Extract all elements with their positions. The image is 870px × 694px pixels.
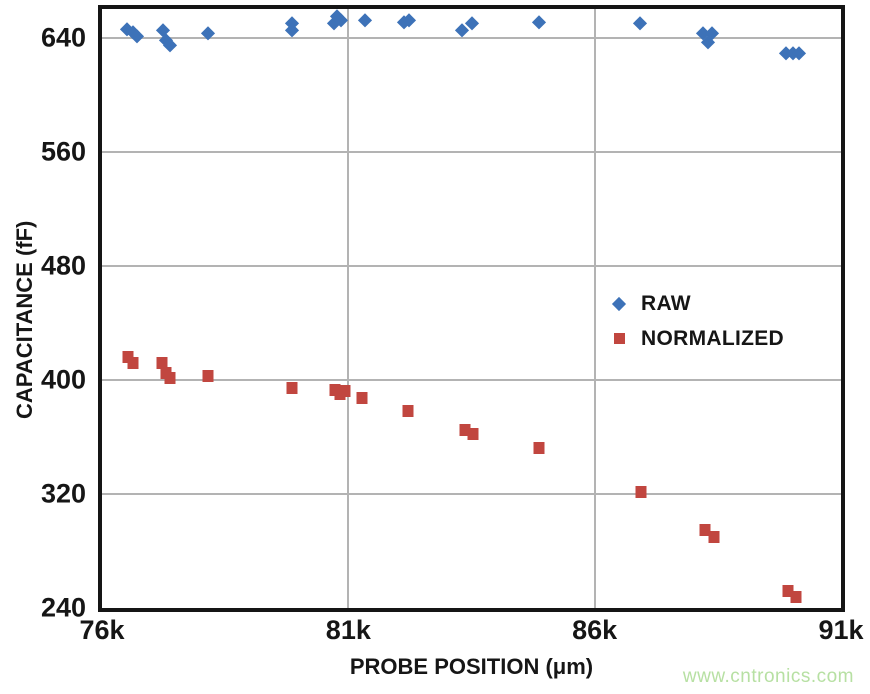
h-gridline <box>102 378 841 381</box>
legend-marker-box <box>608 296 630 311</box>
square-icon <box>613 333 625 344</box>
data-point-raw <box>532 15 546 29</box>
legend-entry: NORMALIZED <box>608 321 784 356</box>
y-axis-ticks: 640 560 480 400 320 240 <box>0 9 86 622</box>
data-point-normalized <box>708 530 720 543</box>
y-tick-label: 240 <box>40 592 86 623</box>
data-point-raw <box>358 13 372 28</box>
data-point-normalized <box>286 382 298 395</box>
x-axis-ticks: 76k 81k 86k 91k <box>79 615 863 647</box>
y-tick-label: 320 <box>40 478 86 509</box>
data-point-normalized <box>782 584 794 597</box>
data-point-normalized <box>467 428 479 440</box>
data-point-normalized <box>164 372 176 385</box>
data-point-normalized <box>533 442 545 455</box>
diamond-icon <box>611 296 627 311</box>
data-point-normalized <box>459 423 471 436</box>
h-gridline <box>102 36 841 39</box>
data-point-normalized <box>635 486 647 499</box>
data-point-normalized <box>356 392 368 405</box>
watermark: www.cntronics.com <box>682 666 854 687</box>
legend: RAW NORMALIZED <box>608 286 784 356</box>
legend-label: RAW <box>641 291 691 315</box>
data-point-normalized <box>202 369 214 382</box>
legend-label: NORMALIZED <box>641 326 784 350</box>
v-gridline <box>593 9 596 608</box>
data-point-raw <box>455 23 469 38</box>
h-gridline <box>102 492 841 495</box>
data-point-normalized <box>339 385 351 398</box>
x-tick-label: 91k <box>818 615 864 645</box>
data-point-normalized <box>790 590 802 603</box>
data-point-normalized <box>156 356 168 369</box>
plot-area: RAW NORMALIZED <box>98 5 845 612</box>
y-tick-label: 480 <box>40 250 86 281</box>
h-gridline <box>102 264 841 267</box>
data-point-normalized <box>402 405 414 418</box>
v-gridline <box>347 9 350 608</box>
x-tick-label: 81k <box>325 615 371 645</box>
data-point-normalized <box>699 523 711 536</box>
y-tick-label: 560 <box>40 136 86 167</box>
x-axis-title: PROBE POSITION (μm) <box>349 654 594 679</box>
data-point-normalized <box>127 356 139 369</box>
legend-marker-box <box>608 333 630 344</box>
x-tick-label: 86k <box>572 615 618 645</box>
h-gridline <box>102 150 841 153</box>
data-point-raw <box>633 16 647 30</box>
legend-entry: RAW <box>608 286 784 321</box>
y-tick-label: 400 <box>40 364 86 395</box>
x-tick-label: 76k <box>79 615 125 645</box>
y-tick-label: 640 <box>40 22 86 53</box>
